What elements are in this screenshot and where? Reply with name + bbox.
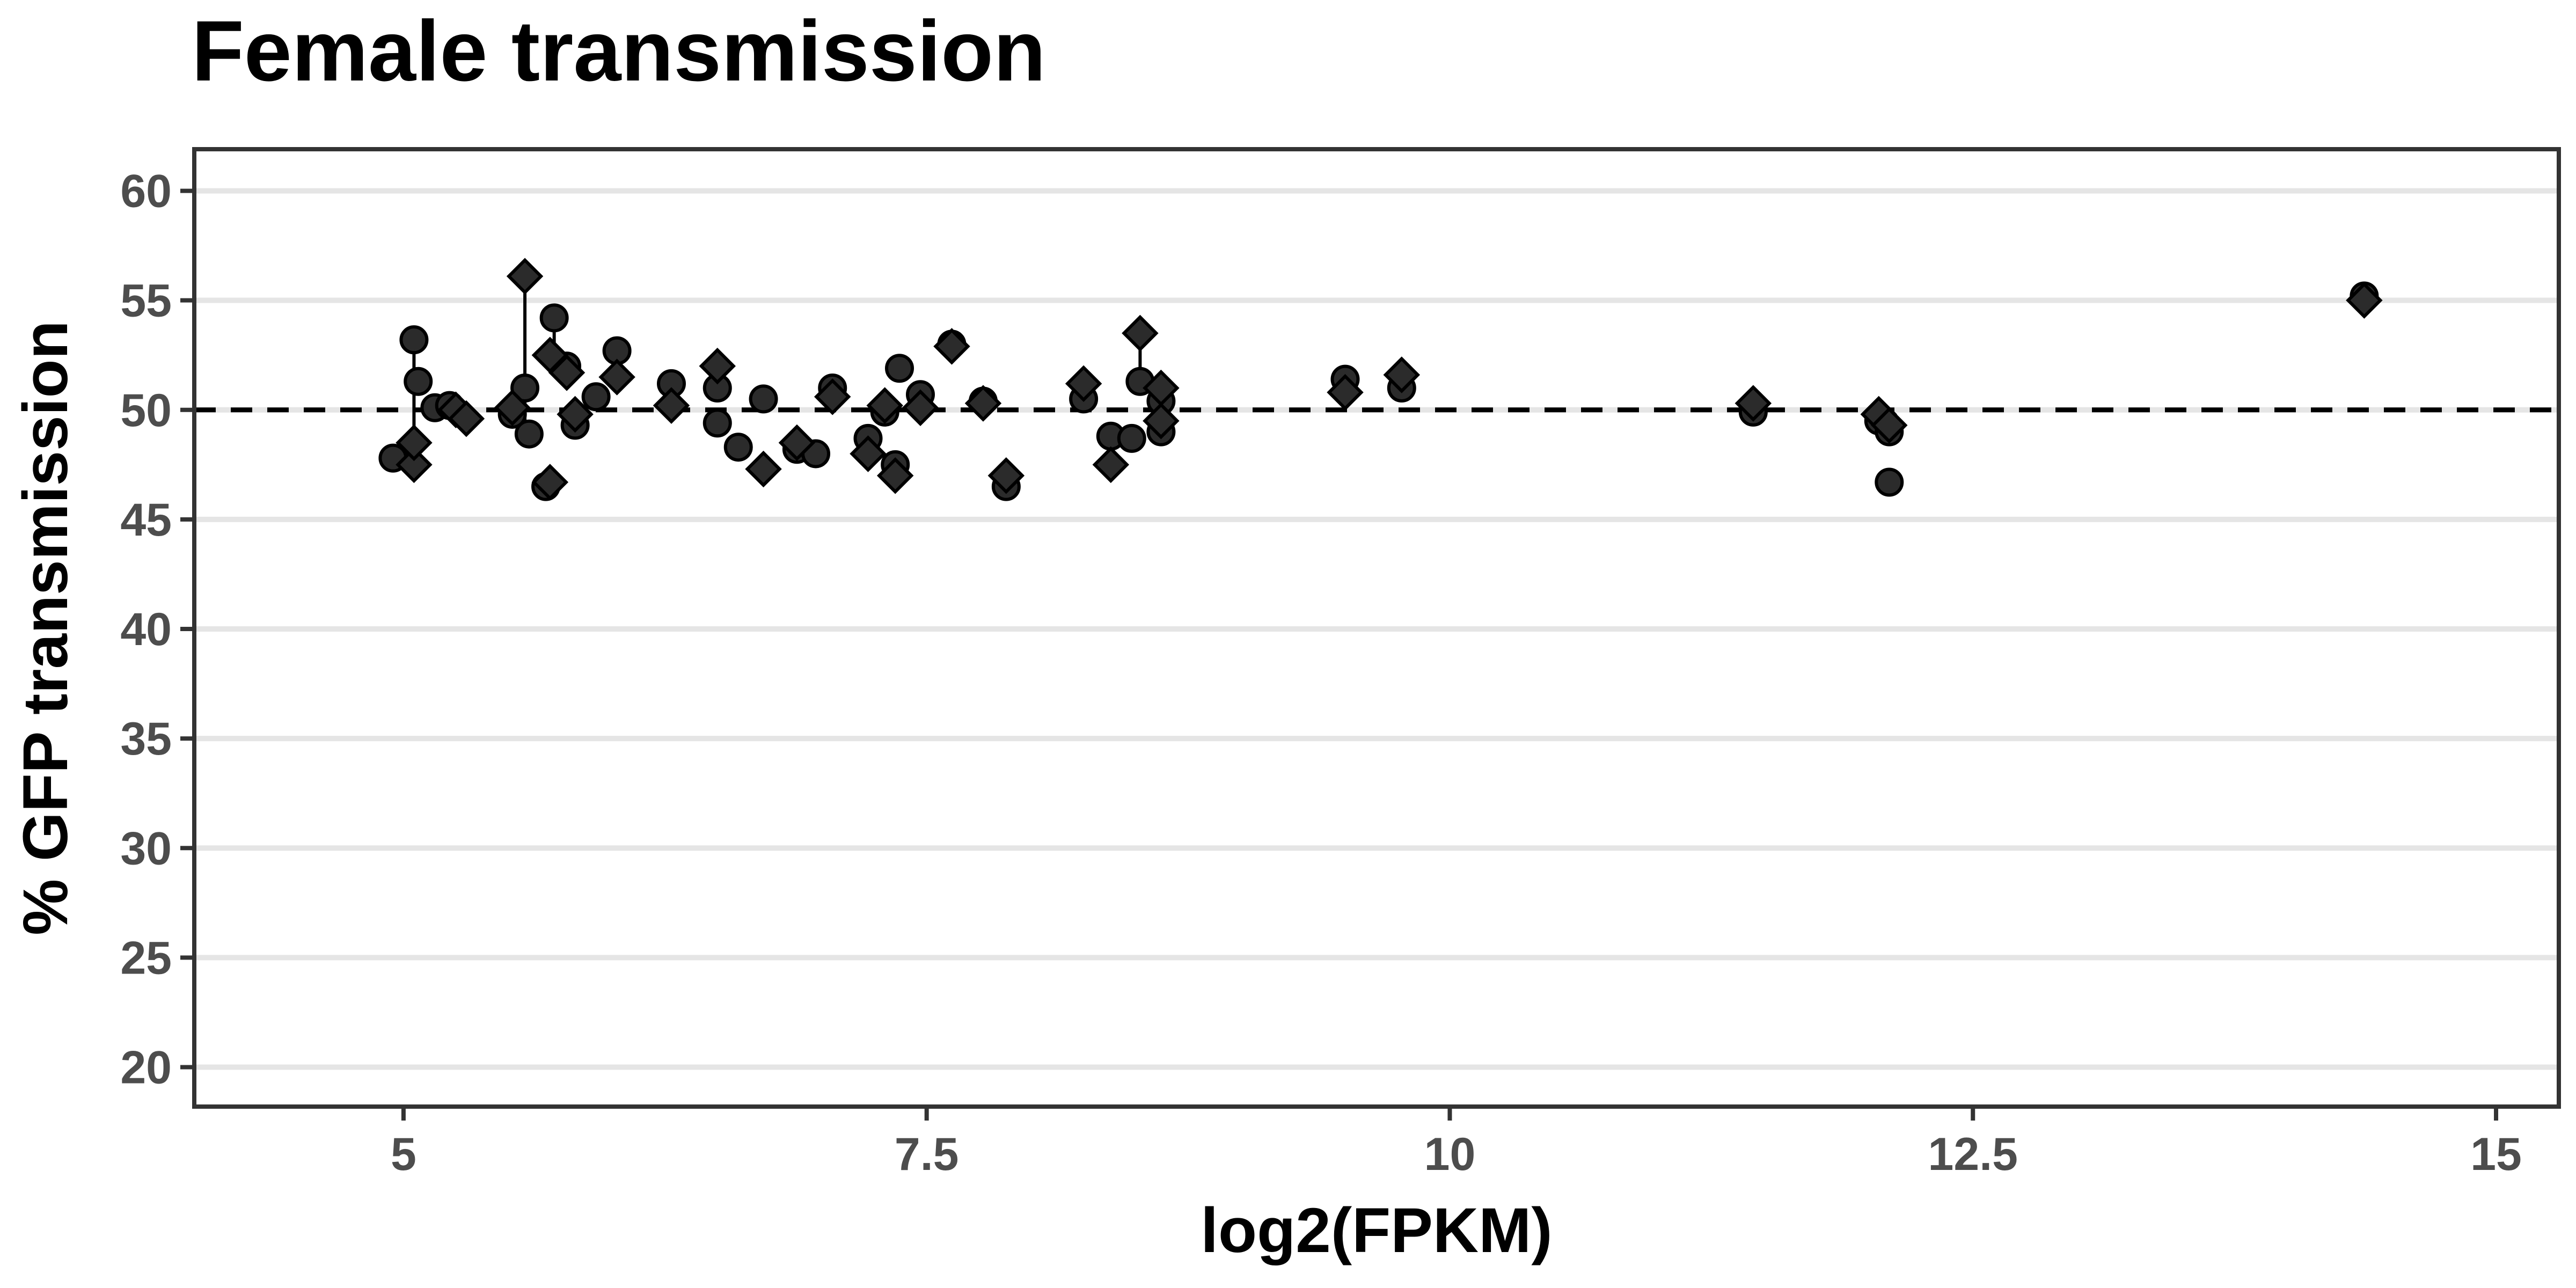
data-point-circle [723, 433, 753, 462]
data-point-diamond [1092, 446, 1130, 484]
data-point-diamond [699, 347, 736, 385]
data-point-diamond [531, 464, 569, 501]
y-tick-label: 55 [120, 275, 172, 327]
data-point-diamond [598, 358, 635, 396]
data-point-diamond [902, 389, 939, 426]
data-point-circle [510, 373, 540, 402]
data-point-diamond [1327, 374, 1364, 411]
data-point-diamond [1383, 356, 1421, 393]
data-point-diamond [814, 378, 851, 415]
data-point-diamond [987, 457, 1025, 494]
data-point-diamond [1122, 314, 1159, 352]
x-tick-label: 12.5 [1928, 1129, 2018, 1180]
data-point-diamond [1735, 385, 1772, 422]
y-tick-label: 25 [120, 932, 172, 984]
y-tick-label: 30 [120, 823, 172, 874]
data-point-diamond [778, 424, 816, 462]
y-tick-label: 45 [120, 494, 172, 546]
data-point-circle [399, 325, 429, 355]
x-tick-label: 5 [391, 1129, 416, 1180]
data-point-diamond [2346, 282, 2383, 319]
data-point-circle [1117, 423, 1146, 453]
data-point-circle [539, 303, 569, 333]
y-tick-label: 20 [120, 1042, 172, 1094]
data-point-diamond [396, 446, 433, 484]
data-point-diamond [933, 328, 970, 365]
data-point-circle [702, 408, 732, 438]
data-point-diamond [557, 396, 594, 433]
data-point-circle [581, 382, 611, 412]
y-axis-title: % GFP transmission [10, 320, 81, 935]
data-point-diamond [494, 389, 531, 426]
data-points [378, 258, 2383, 501]
data-point-diamond [866, 387, 903, 424]
data-point-diamond [1143, 402, 1180, 440]
data-point-diamond [448, 400, 485, 437]
data-point-diamond [653, 387, 690, 424]
x-tick-label: 7.5 [895, 1129, 959, 1180]
chart-title: Female transmission [192, 3, 1046, 99]
data-point-diamond [850, 435, 887, 472]
data-point-diamond [1871, 407, 1908, 444]
data-point-diamond [396, 424, 433, 462]
data-point-circle [749, 384, 778, 414]
y-tick-label: 35 [120, 713, 172, 765]
data-point-diamond [964, 385, 1002, 422]
gridlines [194, 188, 2559, 1070]
data-point-circle [514, 419, 544, 449]
data-point-diamond [548, 354, 586, 391]
data-point-circle [404, 367, 433, 396]
x-tick-label: 10 [1424, 1129, 1476, 1180]
data-point-circle [1875, 467, 1904, 497]
data-point-diamond [876, 457, 914, 494]
data-point-diamond [1065, 365, 1102, 402]
data-point-circle [885, 354, 914, 383]
x-axis-title: log2(FPKM) [1201, 1195, 1552, 1266]
y-tick-label: 40 [120, 604, 172, 655]
x-tick-label: 15 [2470, 1129, 2522, 1180]
x-axis: 5 7.5 10 12.5 15 [391, 1107, 2522, 1180]
data-point-diamond [506, 258, 544, 295]
y-tick-label: 50 [120, 385, 172, 436]
y-axis: 20 25 30 35 40 45 50 55 60 [120, 166, 194, 1094]
y-tick-label: 60 [120, 166, 172, 217]
data-point-diamond [745, 450, 782, 488]
